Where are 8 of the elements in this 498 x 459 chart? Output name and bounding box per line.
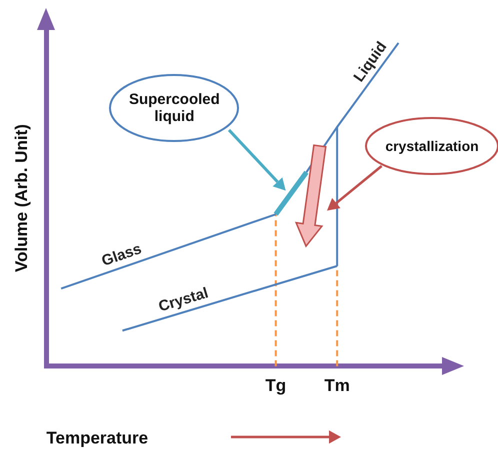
text: Crystal <box>156 284 210 316</box>
x-tick-label: Tg <box>265 376 286 396</box>
y-axis-title: Volume (Arb. Unit) <box>12 124 31 272</box>
annotation: crystallization <box>384 138 480 154</box>
x-tick-label: Tm <box>324 376 350 396</box>
text: Supercooled liquid <box>128 90 221 125</box>
x-axis-title: Temperature <box>46 428 148 448</box>
text: Glass <box>100 240 144 270</box>
